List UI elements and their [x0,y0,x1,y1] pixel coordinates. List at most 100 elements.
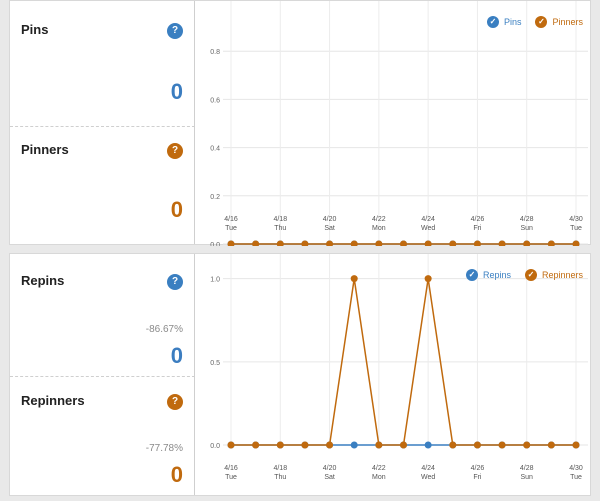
pins-metric: Pins ? 0 [10,1,195,126]
pins-metrics-column: Pins ? 0 Pinners ? 0 [10,1,195,244]
x-tick-day: Tue [225,225,237,232]
y-tick-label: 0.0 [210,443,220,450]
x-tick-date: 4/18 [273,216,287,223]
x-tick-date: 4/22 [372,216,386,223]
data-point-pinners [350,240,358,246]
legend-item-repins[interactable]: ✓ Repins [465,269,511,281]
pins-title: Pins [21,22,49,37]
y-tick-label: 0.4 [210,146,220,153]
repins-help-icon[interactable]: ? [167,274,183,290]
repinners-title: Repinners [21,393,85,408]
x-tick-day: Mon [372,474,386,481]
x-tick-date: 4/22 [372,465,386,472]
repins-value: 0 [170,343,183,368]
data-point-repins [350,441,358,449]
x-tick-day: Sat [324,474,335,481]
legend-label: Repinners [541,270,583,280]
legend-label: Repins [482,270,511,280]
repins-panel: Repins ? -86.67% 0 Repinners ? -77.78% 0… [9,253,591,496]
y-tick-label: 0.8 [210,49,220,56]
pins-chart: 0.8 0.6 0.4 0.2 0.0 4/16 Tue 4/18 Thu 4/20 Sat 4/22… [196,1,591,246]
pins-value: 0 [170,79,183,104]
data-point-pinners [276,240,284,246]
metric-divider [10,376,195,377]
check-icon: ✓ [465,269,478,281]
data-point-repinners [523,441,531,449]
x-tick-date: 4/18 [273,465,287,472]
data-point-repinners [473,441,481,449]
data-point-pinners [375,240,383,246]
x-tick-day: Mon [372,225,386,232]
pinners-value: 0 [170,197,183,222]
x-tick-day: Sat [324,225,335,232]
data-point-repinners [400,441,407,449]
data-point-pinners [227,240,235,246]
data-point-pinners [449,240,457,246]
data-point-repinners [252,441,260,449]
legend-label: Pins [503,17,522,27]
data-point-repins [424,441,432,449]
pins-help-icon[interactable]: ? [167,23,183,39]
repins-chart-legend: ✓ Repins ✓ Repinners [465,269,583,281]
data-point-repinners [276,441,284,449]
pinners-metric: Pinners ? 0 [10,127,195,246]
data-point-pinners [424,240,432,246]
x-tick-date: 4/20 [323,216,337,223]
repinners-value: 0 [170,462,183,487]
data-point-repinners [547,441,555,449]
x-tick-day: Tue [225,474,237,481]
pinners-help-icon[interactable]: ? [167,143,183,159]
repins-chart-svg: 1.0 0.5 0.0 4/16 Tue 4/18 Thu 4/20 Sat 4/22 Mon 4/2… [210,254,588,481]
metric-divider [10,126,195,127]
repins-chart: 1.0 0.5 0.0 4/16 Tue 4/18 Thu 4/20 Sat 4/22 Mon 4/2… [196,254,591,495]
data-point-pinners [572,240,580,246]
repinners-change: -77.78% [145,443,183,454]
data-point-pinners [326,240,334,246]
repins-title: Repins [21,273,65,288]
pins-chart-svg: 0.8 0.6 0.4 0.2 0.0 4/16 Tue 4/18 Thu 4/20 Sat 4/22… [210,1,588,246]
x-tick-day: Thu [274,225,286,232]
data-point-repinners [301,441,309,449]
x-tick-day: Wed [421,225,435,232]
check-icon: ✓ [486,16,499,28]
x-tick-day: Thu [274,474,286,481]
x-tick-day: Fri [473,474,482,481]
data-point-pinners [473,240,481,246]
x-tick-date: 4/16 [224,216,238,223]
data-point-pinners [547,240,555,246]
data-point-pinners [252,240,260,246]
x-tick-date: 4/26 [471,465,485,472]
x-tick-day: Tue [570,474,582,481]
x-tick-date: 4/28 [520,465,534,472]
x-tick-day: Wed [421,474,435,481]
data-point-repinners [227,441,235,449]
x-tick-date: 4/24 [421,465,435,472]
data-point-repinners [375,441,383,449]
data-point-pinners [523,240,531,246]
check-icon: ✓ [524,269,537,281]
pins-chart-legend: ✓ Pins ✓ Pinners [486,16,583,28]
x-tick-date: 4/28 [520,216,534,223]
x-tick-date: 4/20 [323,465,337,472]
repins-change: -86.67% [145,324,183,335]
x-tick-date: 4/24 [421,216,435,223]
check-icon: ✓ [535,16,548,28]
x-tick-date: 4/30 [569,465,583,472]
legend-item-pins[interactable]: ✓ Pins [486,16,522,28]
legend-item-pinners[interactable]: ✓ Pinners [535,16,583,28]
legend-label: Pinners [552,17,583,27]
repins-metrics-column: Repins ? -86.67% 0 Repinners ? -77.78% 0 [10,254,195,495]
x-tick-date: 4/16 [224,465,238,472]
x-tick-day: Sun [520,474,533,481]
y-tick-label: 1.0 [210,277,220,284]
y-tick-label: 0.2 [210,194,220,201]
data-point-repinners [350,275,358,283]
x-tick-day: Fri [473,225,482,232]
repins-metric: Repins ? -86.67% 0 [10,254,195,376]
legend-item-repinners[interactable]: ✓ Repinners [524,269,583,281]
y-tick-label: 0.6 [210,97,220,104]
data-point-repinners [449,441,457,449]
data-point-pinners [400,240,407,246]
data-point-repinners [498,441,506,449]
repinners-help-icon[interactable]: ? [167,394,183,410]
